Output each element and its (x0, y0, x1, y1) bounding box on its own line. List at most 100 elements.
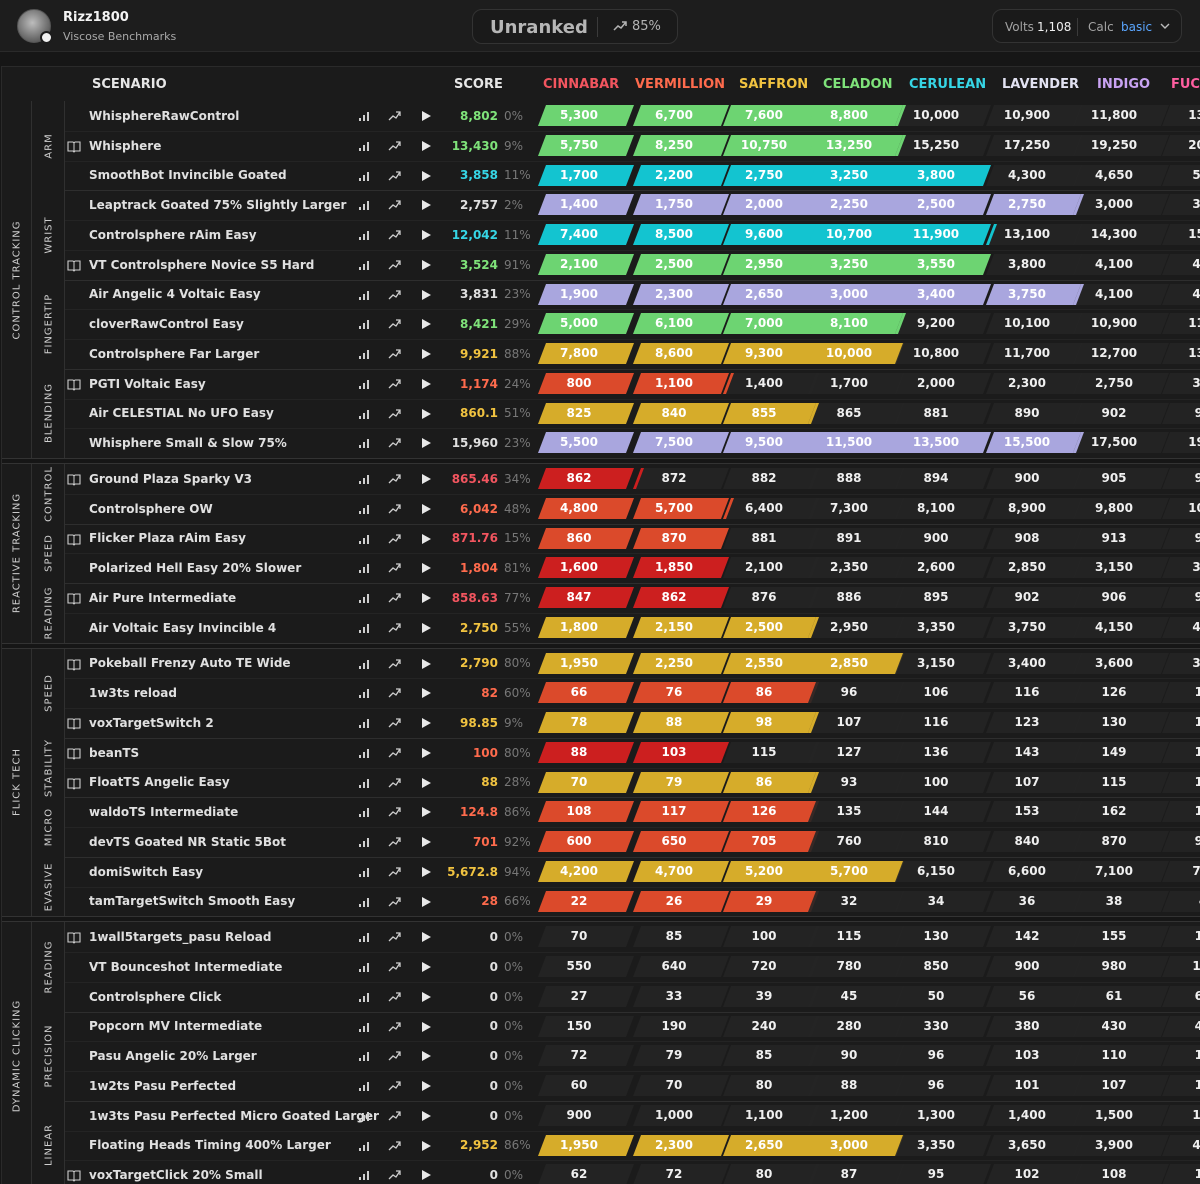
table-row[interactable]: 1w3ts Pasu Perfected Micro Goated Larger… (2, 1101, 1200, 1131)
guide-book-icon[interactable] (67, 657, 81, 671)
progress-chart-icon[interactable] (388, 1109, 402, 1123)
play-icon[interactable] (419, 561, 433, 575)
table-row[interactable]: Whisphere 13,430 9% 5,750 8,250 10,750 13,250 1… (2, 131, 1200, 161)
guide-book-icon[interactable] (67, 472, 81, 486)
leaderboard-icon[interactable] (357, 436, 371, 450)
scenario-name[interactable]: Controlsphere Far Larger (89, 346, 260, 361)
table-row[interactable]: Controlsphere Far Larger 9,921 88% 7,800 8,6… (2, 339, 1200, 369)
scenario-name[interactable]: beanTS (89, 745, 140, 760)
table-row[interactable]: domiSwitch Easy 5,672.8 94% 4,200 4,700 5,200… (2, 857, 1200, 887)
table-row[interactable]: Polarized Hell Easy 20% Slower 1,804 81% 1,… (2, 553, 1200, 583)
chevron-down-icon[interactable] (1160, 22, 1170, 30)
settings-box[interactable]: Volts 1,108 Calc basic (992, 9, 1182, 43)
play-icon[interactable] (419, 990, 433, 1004)
play-icon[interactable] (419, 228, 433, 242)
play-icon[interactable] (419, 436, 433, 450)
table-row[interactable]: waldoTS Intermediate 124.8 86% 108 117 126 135… (2, 797, 1200, 827)
rank-header-cinnabar[interactable]: CINNABAR (543, 77, 620, 92)
scenario-name[interactable]: Flicker Plaza rAim Easy (89, 531, 246, 546)
table-row[interactable]: PGTI Voltaic Easy 1,174 24% 800 1,100 1,400 1,… (2, 369, 1200, 399)
scenario-name[interactable]: WhisphereRawControl (89, 108, 240, 123)
progress-chart-icon[interactable] (388, 377, 402, 391)
table-row[interactable]: SmoothBot Invincible Goated 3,858 11% 1,700… (2, 161, 1200, 191)
play-icon[interactable] (419, 835, 433, 849)
scenario-name[interactable]: Pasu Angelic 20% Larger (89, 1049, 257, 1064)
progress-chart-icon[interactable] (388, 1049, 402, 1063)
rank-header-vermillion[interactable]: VERMILLION (635, 77, 726, 92)
scenario-name[interactable]: Pokeball Frenzy Auto TE Wide (89, 656, 291, 671)
play-icon[interactable] (419, 347, 433, 361)
leaderboard-icon[interactable] (357, 1139, 371, 1153)
play-icon[interactable] (419, 591, 433, 605)
scenario-name[interactable]: VT Controlsphere Novice S5 Hard (89, 257, 315, 272)
play-icon[interactable] (419, 169, 433, 183)
scenario-name[interactable]: VT Bounceshot Intermediate (89, 959, 283, 974)
play-icon[interactable] (419, 716, 433, 730)
scenario-name[interactable]: Popcorn MV Intermediate (89, 1019, 263, 1034)
table-row[interactable]: Ground Plaza Sparky V3 865.46 34% 862 872 882… (2, 464, 1200, 494)
progress-chart-icon[interactable] (388, 1168, 402, 1182)
leaderboard-icon[interactable] (357, 198, 371, 212)
leaderboard-icon[interactable] (357, 835, 371, 849)
progress-chart-icon[interactable] (388, 805, 402, 819)
progress-chart-icon[interactable] (388, 591, 402, 605)
play-icon[interactable] (419, 621, 433, 635)
rank-header-indigo[interactable]: INDIGO (1097, 77, 1151, 92)
progress-chart-icon[interactable] (388, 407, 402, 421)
guide-book-icon[interactable] (67, 139, 81, 153)
leaderboard-icon[interactable] (357, 407, 371, 421)
guide-book-icon[interactable] (67, 716, 81, 730)
progress-chart-icon[interactable] (388, 960, 402, 974)
table-row[interactable]: Air Angelic 4 Voltaic Easy 3,831 23% 1,900 2… (2, 280, 1200, 310)
table-row[interactable]: Controlsphere rAim Easy 12,042 11% 7,400 8,5… (2, 220, 1200, 250)
leaderboard-icon[interactable] (357, 621, 371, 635)
play-icon[interactable] (419, 776, 433, 790)
rank-header-cerulean[interactable]: CERULEAN (909, 77, 987, 92)
progress-chart-icon[interactable] (388, 109, 402, 123)
play-icon[interactable] (419, 960, 433, 974)
table-row[interactable]: voxTargetClick 20% Small 0 0% 62 72 80 87 95 102… (2, 1160, 1200, 1184)
rank-header-saffron[interactable]: SAFFRON (739, 77, 809, 92)
leaderboard-icon[interactable] (357, 169, 371, 183)
table-row[interactable]: Pasu Angelic 20% Larger 0 0% 72 79 85 90 96 103 1… (2, 1041, 1200, 1071)
scenario-name[interactable]: devTS Goated NR Static 5Bot (89, 834, 286, 849)
progress-chart-icon[interactable] (388, 228, 402, 242)
rank-header-celadon[interactable]: CELADON (823, 77, 893, 92)
progress-chart-icon[interactable] (388, 990, 402, 1004)
rank-header-fuc[interactable]: FUC (1171, 77, 1200, 92)
scenario-name[interactable]: Air Pure Intermediate (89, 590, 237, 605)
guide-book-icon[interactable] (67, 746, 81, 760)
table-row[interactable]: Air CELESTIAL No UFO Easy 860.1 51% 825 840 8… (2, 399, 1200, 429)
scenario-name[interactable]: voxTargetClick 20% Small (89, 1168, 263, 1183)
leaderboard-icon[interactable] (357, 895, 371, 909)
scenario-name[interactable]: Controlsphere rAim Easy (89, 227, 257, 242)
play-icon[interactable] (419, 805, 433, 819)
leaderboard-icon[interactable] (357, 930, 371, 944)
leaderboard-icon[interactable] (357, 472, 371, 486)
table-row[interactable]: Leaptrack Goated 75% Slightly Larger 2,75… (2, 190, 1200, 220)
progress-chart-icon[interactable] (388, 1139, 402, 1153)
play-icon[interactable] (419, 1020, 433, 1034)
table-row[interactable]: Air Pure Intermediate 858.63 77% 847 862 876 8… (2, 583, 1200, 613)
scenario-name[interactable]: SmoothBot Invincible Goated (89, 168, 287, 183)
scenario-name[interactable]: Air CELESTIAL No UFO Easy (89, 406, 274, 421)
progress-chart-icon[interactable] (388, 1020, 402, 1034)
scenario-name[interactable]: Controlsphere OW (89, 501, 213, 516)
leaderboard-icon[interactable] (357, 657, 371, 671)
scenario-name[interactable]: domiSwitch Easy (89, 864, 204, 879)
progress-chart-icon[interactable] (388, 472, 402, 486)
scenario-name[interactable]: 1w3ts reload (89, 686, 177, 701)
table-row[interactable]: voxTargetSwitch 2 98.85 9% 78 88 98 107 116 123 1… (2, 708, 1200, 738)
leaderboard-icon[interactable] (357, 1109, 371, 1123)
progress-chart-icon[interactable] (388, 621, 402, 635)
leaderboard-icon[interactable] (357, 990, 371, 1004)
scenario-name[interactable]: Whisphere (89, 138, 162, 153)
leaderboard-icon[interactable] (357, 317, 371, 331)
progress-chart-icon[interactable] (388, 139, 402, 153)
leaderboard-icon[interactable] (357, 865, 371, 879)
play-icon[interactable] (419, 288, 433, 302)
leaderboard-icon[interactable] (357, 258, 371, 272)
scenario-name[interactable]: 1w2ts Pasu Perfected (89, 1078, 237, 1093)
scenario-name[interactable]: tamTargetSwitch Smooth Easy (89, 894, 296, 909)
table-row[interactable]: VT Bounceshot Intermediate 0 0% 550 640 720 78… (2, 952, 1200, 982)
